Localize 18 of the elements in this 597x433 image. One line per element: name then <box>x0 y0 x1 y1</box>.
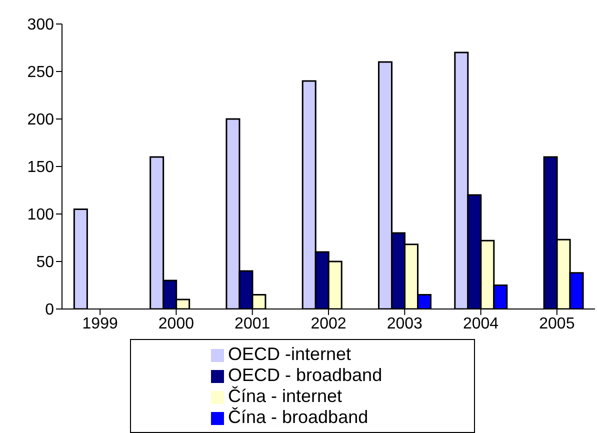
y-tick-label: 200 <box>27 112 54 129</box>
y-tick-label: 300 <box>27 16 54 34</box>
x-tick-label: 2005 <box>539 315 575 332</box>
y-tick-label: 50 <box>36 254 54 272</box>
x-tick-label: 2000 <box>158 315 194 332</box>
legend-label: Čína - internet <box>228 386 342 406</box>
legend-label: OECD -internet <box>228 344 352 364</box>
x-tick-label: 2003 <box>386 315 423 332</box>
x-tick-label: 2001 <box>234 315 270 332</box>
x-tick-label: 2004 <box>462 315 499 332</box>
y-tick-label: 100 <box>27 206 54 224</box>
x-tick-label: 1999 <box>82 315 118 332</box>
y-tick-label: 150 <box>27 159 54 176</box>
legend-label: OECD - broadband <box>228 365 382 385</box>
x-tick-label: 2002 <box>310 315 346 332</box>
legend-label: Čína - broadband <box>228 407 368 427</box>
y-tick-label: 0 <box>45 302 54 319</box>
y-tick-label: 250 <box>27 64 54 82</box>
